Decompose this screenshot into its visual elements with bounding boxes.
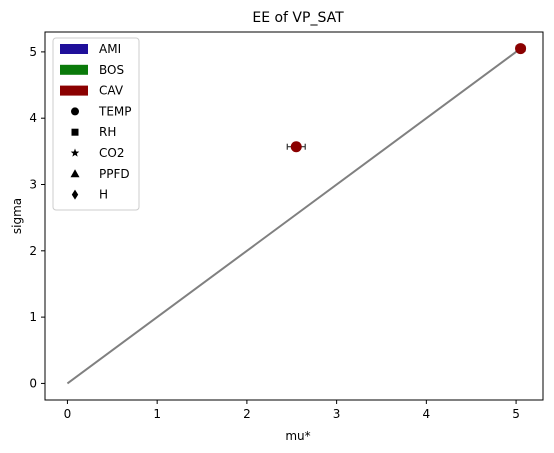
legend-label: CAV [99, 84, 124, 98]
legend-label: TEMP [98, 104, 132, 118]
y-tick-label: 0 [29, 376, 37, 390]
legend-label: BOS [99, 63, 124, 77]
axes-frame [44, 31, 544, 401]
y-axis-label: sigma [10, 198, 24, 234]
legend: AMI BOS CAV TEMP RH CO2 PPFD H [52, 37, 140, 211]
data-point-0 [515, 43, 527, 55]
legend-marker-triangle [70, 169, 80, 178]
chart-title: EE of VP_SAT [252, 10, 344, 26]
legend-box [52, 37, 140, 211]
x-axis-ticks: 0 1 2 3 4 5 [64, 400, 520, 421]
legend-swatch-1 [60, 64, 88, 75]
legend-label: CO2 [99, 146, 124, 160]
legend-label: RH [99, 125, 116, 139]
x-tick-label: 5 [512, 407, 520, 421]
y-tick-label: 4 [29, 111, 37, 125]
legend-marker-square [71, 128, 79, 136]
legend-swatch-0 [60, 44, 88, 54]
legend-marker-diamond [71, 189, 79, 200]
x-tick-label: 1 [153, 407, 161, 421]
y-axis-ticks: 0 1 2 3 4 5 [29, 45, 45, 390]
legend-marker-star [70, 148, 80, 157]
x-tick-label: 3 [333, 407, 341, 421]
x-tick-label: 0 [64, 407, 72, 421]
legend-swatch-2 [60, 85, 88, 96]
y-tick-label: 2 [29, 244, 37, 258]
legend-label: H [99, 188, 108, 202]
data-point-1 [290, 141, 302, 153]
legend-marker-circle [71, 107, 79, 116]
y-tick-label: 5 [29, 45, 37, 59]
y-tick-label: 1 [29, 310, 37, 324]
x-axis-label: mu* [285, 429, 310, 443]
y-tick-label: 3 [29, 178, 37, 192]
reference-line [66, 47, 522, 385]
plot-content [66, 43, 527, 385]
legend-label: PPFD [99, 167, 130, 181]
x-tick-label: 4 [423, 407, 431, 421]
legend-label: AMI [99, 42, 121, 56]
x-tick-label: 2 [243, 407, 251, 421]
